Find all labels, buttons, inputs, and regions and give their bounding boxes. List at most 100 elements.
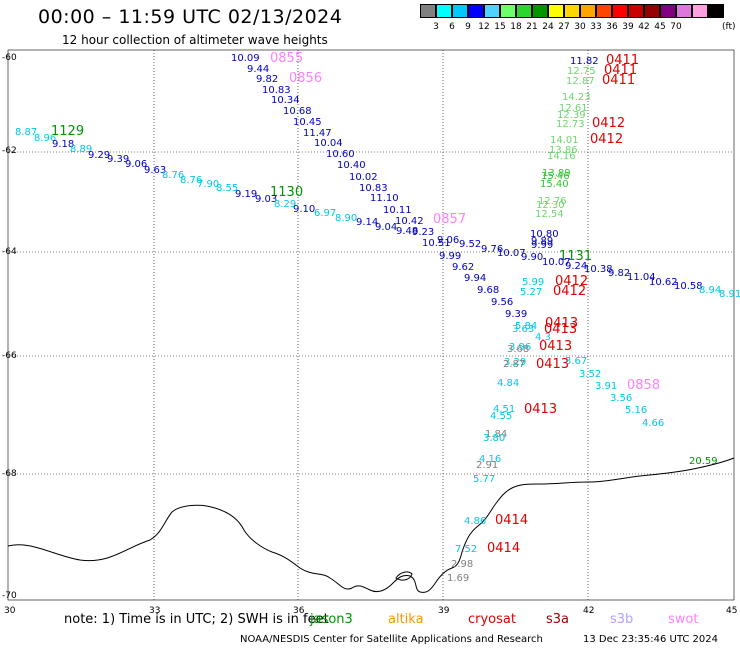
wave-height-label: 14.23 bbox=[562, 92, 591, 103]
legend-label: 45 bbox=[654, 22, 666, 32]
wave-height-label: 8.76 bbox=[180, 175, 202, 186]
wave-height-label: 9.14 bbox=[356, 217, 378, 228]
wave-height-label: 10.11 bbox=[383, 205, 412, 216]
wave-height-label: 10.60 bbox=[326, 149, 355, 160]
pass-time-label: 0857 bbox=[433, 212, 466, 227]
y-tick-label: -64 bbox=[2, 247, 17, 257]
wave-height-label: 12.39 bbox=[557, 110, 586, 121]
wave-height-label: 9.82 bbox=[256, 74, 278, 85]
wave-height-label: 7.90 bbox=[197, 179, 219, 190]
grid-lines bbox=[8, 50, 734, 600]
satellite-cryosat: cryosat bbox=[468, 612, 516, 627]
pass-time-label: 0412 bbox=[590, 132, 623, 147]
pass-time-label: 0412 bbox=[553, 284, 586, 299]
wave-height-label: 15.40 bbox=[540, 179, 569, 190]
pass-time-label: 1131 bbox=[559, 249, 592, 264]
wave-height-label: 5.77 bbox=[473, 474, 495, 485]
wave-height-label: 10.40 bbox=[337, 160, 366, 171]
wave-height-label: 10.07 bbox=[542, 257, 571, 268]
legend-swatch bbox=[564, 4, 580, 18]
satellite-jason3: jason3 bbox=[310, 612, 353, 627]
legend-swatch bbox=[516, 4, 532, 18]
wave-height-label: 12.61 bbox=[559, 103, 588, 114]
legend-swatch bbox=[484, 4, 500, 18]
wave-height-label: 12.73 bbox=[556, 119, 585, 130]
y-tick-label: -66 bbox=[2, 351, 17, 361]
wave-height-label: 3.91 bbox=[595, 381, 617, 392]
x-axis-ticks: 30 33 36 39 42 45 bbox=[4, 606, 737, 616]
x-tick-label: 42 bbox=[583, 606, 594, 616]
pass-time-label: 0414 bbox=[495, 513, 528, 528]
legend-label: 33 bbox=[590, 22, 602, 32]
x-tick-label: 39 bbox=[438, 606, 450, 616]
legend-swatch bbox=[676, 4, 692, 18]
legend-swatch bbox=[500, 4, 516, 18]
wave-height-label: 12.30 bbox=[536, 200, 565, 211]
y-tick-label: -70 bbox=[2, 591, 17, 601]
y-tick-label: -68 bbox=[2, 469, 17, 479]
wave-height-label: 9.06 bbox=[437, 235, 459, 246]
wave-height-label: 8.90 bbox=[335, 213, 357, 224]
wave-height-label: 5.27 bbox=[520, 287, 542, 298]
wave-height-label: 11.47 bbox=[303, 128, 332, 139]
legend-label: 6 bbox=[449, 22, 455, 32]
legend-swatch bbox=[628, 4, 644, 18]
wave-height-label: 4.66 bbox=[642, 418, 664, 429]
legend-label: 12 bbox=[478, 22, 490, 32]
wave-height-label: 9.03 bbox=[255, 194, 277, 205]
wave-height-label: 10.38 bbox=[584, 264, 613, 275]
legend-label: 42 bbox=[638, 22, 650, 32]
wave-height-label: 14.01 bbox=[550, 135, 579, 146]
wave-height-label: 9.62 bbox=[452, 262, 474, 273]
wave-height-label: 9.82 bbox=[608, 268, 630, 279]
wave-height-label: 4.86 bbox=[464, 516, 486, 527]
wave-height-label: 8.87 bbox=[15, 127, 37, 138]
y-tick-label: -60 bbox=[2, 53, 17, 63]
wave-height-label: 9.99 bbox=[531, 240, 553, 251]
legend-label: 21 bbox=[526, 22, 538, 32]
wave-height-label: 10.42 bbox=[395, 216, 424, 227]
legend-label: 9 bbox=[465, 22, 471, 32]
legend-swatch bbox=[468, 4, 484, 18]
wave-height-label: 10.09 bbox=[231, 53, 260, 64]
wave-height-label: 9.48 bbox=[396, 226, 418, 237]
legend-swatch bbox=[612, 4, 628, 18]
pass-time-label: 0855 bbox=[270, 51, 303, 66]
legend-swatch bbox=[452, 4, 468, 18]
wave-height-label: 9.04 bbox=[375, 222, 397, 233]
wave-height-label: 10.02 bbox=[349, 172, 378, 183]
wave-height-label: 13.89 bbox=[542, 168, 571, 179]
x-tick-label: 30 bbox=[4, 606, 16, 616]
wave-height-label: 8.96 bbox=[34, 133, 56, 144]
wave-height-label: 11.10 bbox=[370, 193, 399, 204]
wave-height-label: 11.82 bbox=[570, 56, 599, 67]
wave-height-label: 4.55 bbox=[490, 411, 512, 422]
wave-height-label: 9.19 bbox=[235, 189, 257, 200]
wave-height-label: 10.45 bbox=[293, 117, 322, 128]
wave-height-label: 14.16 bbox=[547, 151, 576, 162]
legend-label: 39 bbox=[622, 22, 634, 32]
legend-label: 24 bbox=[542, 22, 554, 32]
wave-height-label: 9.99 bbox=[439, 251, 461, 262]
wave-height-label: 9.06 bbox=[125, 159, 147, 170]
wave-height-label: 3.56 bbox=[610, 393, 632, 404]
wave-height-label: 9.24 bbox=[565, 261, 587, 272]
pass-time-label: 0413 bbox=[545, 316, 578, 331]
x-tick-label: 45 bbox=[726, 606, 737, 616]
legend-swatch bbox=[436, 4, 452, 18]
wave-height-label: 9.52 bbox=[459, 239, 481, 250]
wave-height-label: 5.16 bbox=[625, 405, 647, 416]
wave-height-label: 9.89 bbox=[531, 236, 553, 247]
legend-swatch bbox=[708, 4, 724, 18]
wave-height-label: 10.62 bbox=[649, 277, 678, 288]
credit-line: NOAA/NESDIS Center for Satellite Applica… bbox=[240, 634, 543, 645]
wave-height-label: 3.96 bbox=[509, 342, 531, 353]
pass-time-label: 0856 bbox=[289, 71, 322, 86]
legend-swatch bbox=[580, 4, 596, 18]
wave-height-label: 9.63 bbox=[144, 165, 166, 176]
wave-height-label: 9.56 bbox=[491, 297, 513, 308]
wave-height-label: 3.68 bbox=[507, 344, 529, 355]
generated-timestamp: 13 Dec 23:35:46 UTC 2024 bbox=[583, 634, 718, 645]
